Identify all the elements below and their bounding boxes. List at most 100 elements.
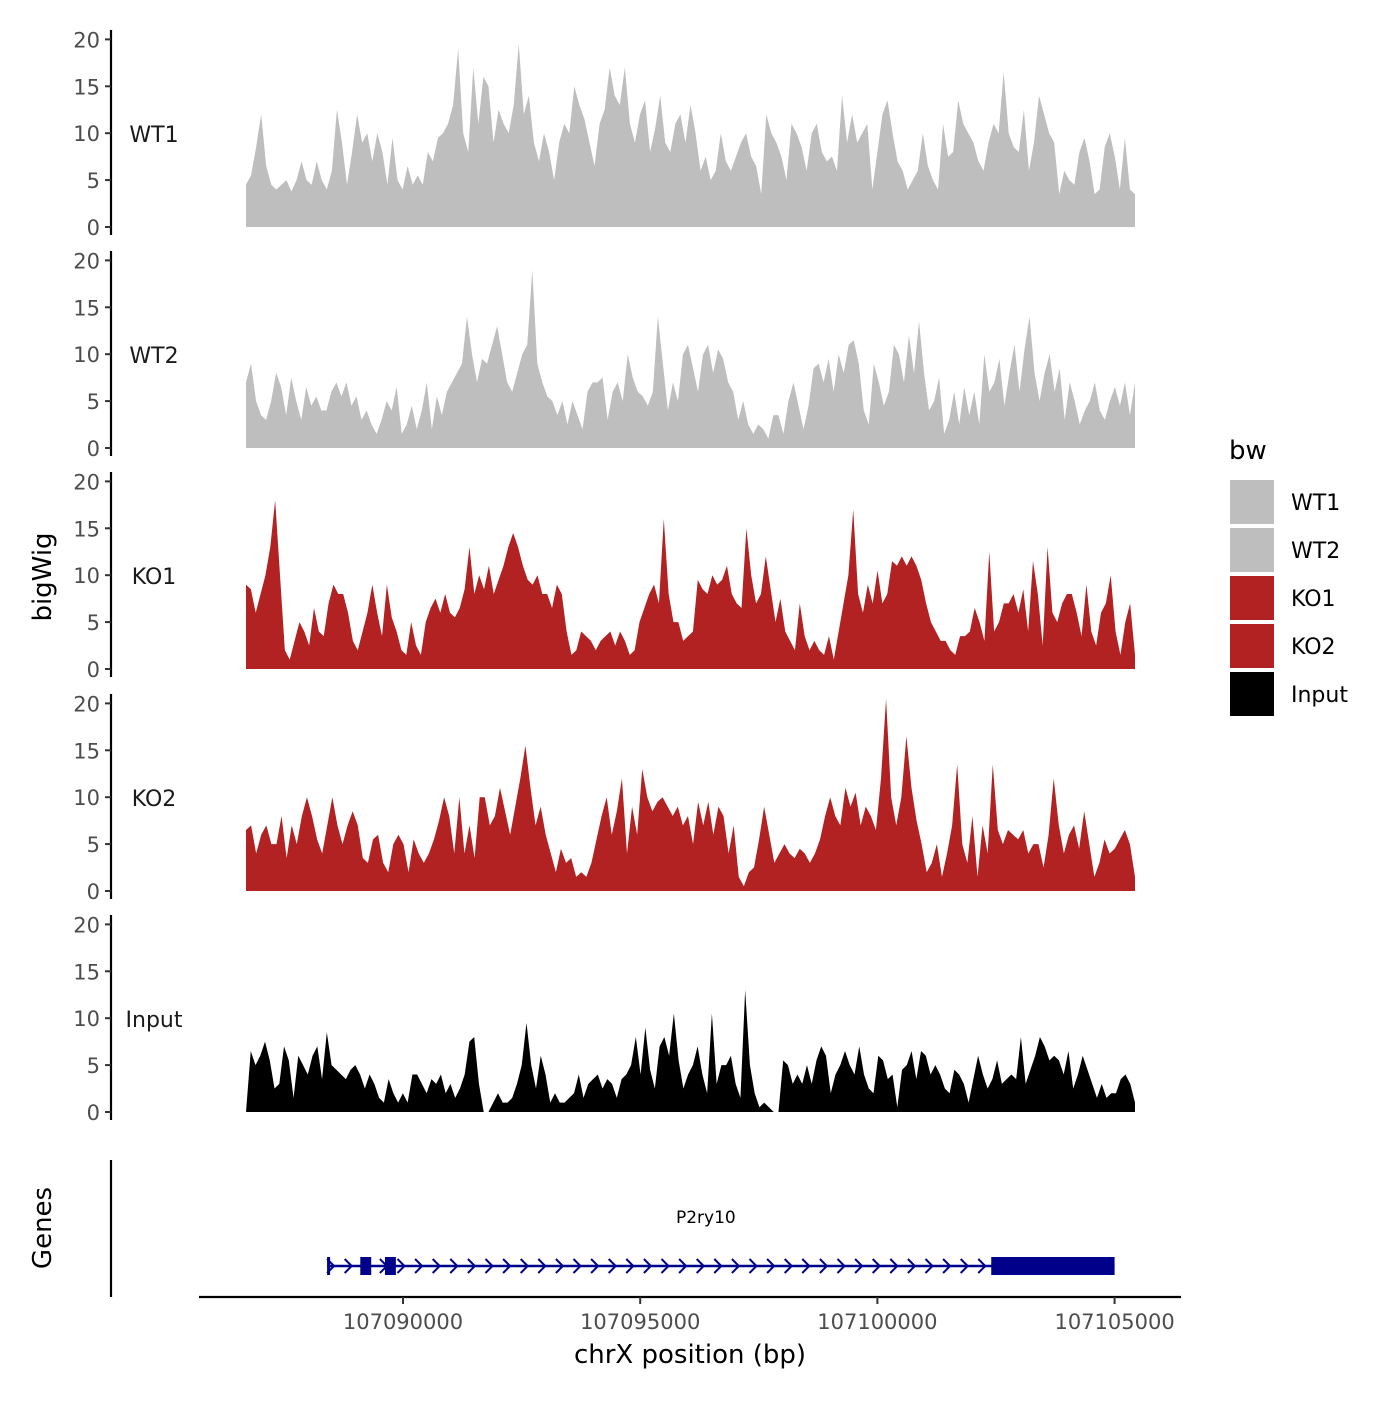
coverage-tracks: 0 5 10 15 20 WT1 0 5 10 15 20 WT2 0 5 10 15 20 KO1 0 5 10 15 2… (73, 28, 1135, 1125)
strand-arrow (942, 1258, 952, 1274)
strand-arrow (977, 1258, 987, 1274)
strand-arrow (660, 1258, 670, 1274)
y-tick-label: 15 (73, 75, 100, 99)
x-tick-label: 107095000 (580, 1310, 700, 1334)
y-tick-label: 5 (87, 390, 100, 414)
legend-swatch-ko2 (1230, 624, 1274, 668)
y-tick-label: 5 (87, 611, 100, 635)
strand-arrow (431, 1258, 442, 1274)
x-axis-title: chrX position (bp) (574, 1340, 806, 1370)
track-panel-wt2: 0 5 10 15 20 WT2 (73, 249, 1135, 461)
strand-arrow (643, 1258, 653, 1274)
strand-arrow (924, 1258, 934, 1274)
strand-arrow (502, 1258, 512, 1274)
track-panel-wt1: 0 5 10 15 20 WT1 (73, 28, 1135, 240)
strand-arrow (590, 1258, 600, 1274)
y-tick-label: 0 (87, 658, 100, 682)
legend-swatch-wt1 (1230, 480, 1274, 524)
legend-swatch-input (1230, 672, 1274, 716)
track-label-ko2: KO2 (132, 787, 177, 812)
x-tick-label: 107100000 (817, 1310, 937, 1334)
strand-arrow (889, 1258, 899, 1274)
y-tick-label: 15 (73, 517, 100, 541)
legend-label-wt2: WT2 (1291, 539, 1340, 564)
exon-block (384, 1257, 396, 1275)
y-tick-label: 15 (73, 739, 100, 763)
track-label-wt1: WT1 (129, 123, 178, 148)
coverage-area-ko2 (246, 698, 1135, 891)
strand-arrow (766, 1258, 776, 1274)
y-tick-label: 10 (73, 1007, 100, 1031)
track-label-ko1: KO1 (132, 565, 177, 590)
strand-arrow (695, 1258, 706, 1274)
y-tick-label: 0 (87, 880, 100, 904)
strand-arrow (467, 1258, 477, 1274)
strand-arrow (678, 1258, 688, 1274)
y-tick-label: 10 (73, 786, 100, 810)
strand-arrow (783, 1258, 794, 1274)
strand-arrow (907, 1258, 917, 1274)
strand-arrow (625, 1258, 635, 1274)
y-tick-label: 0 (87, 437, 100, 461)
y-tick-label: 5 (87, 833, 100, 857)
y-tick-label: 20 (73, 470, 100, 494)
track-panel-ko2: 0 5 10 15 20 KO2 (73, 692, 1135, 904)
y-tick-label: 20 (73, 913, 100, 937)
strand-arrow (731, 1258, 741, 1274)
y-tick-label: 0 (87, 1101, 100, 1125)
y-tick-label: 10 (73, 564, 100, 588)
strand-arrow (607, 1258, 618, 1274)
strand-arrow (836, 1258, 846, 1274)
y-tick-label: 5 (87, 169, 100, 193)
coverage-area-wt1 (246, 44, 1135, 227)
gene-panel: P2ry10 (109, 1160, 1115, 1297)
exon-block (327, 1257, 331, 1275)
legend-swatch-ko1 (1230, 576, 1274, 620)
strand-arrow (343, 1258, 354, 1274)
legend-label-input: Input (1291, 683, 1348, 708)
coverage-area-input (246, 990, 1135, 1112)
y-tick-label: 15 (73, 960, 100, 984)
genes-axis-title: Genes (28, 1187, 58, 1269)
y-axis-title: bigWig (28, 532, 58, 621)
strand-arrow (854, 1258, 864, 1274)
strand-arrow (555, 1258, 565, 1274)
legend-label-ko1: KO1 (1291, 587, 1336, 612)
strand-arrow (801, 1258, 811, 1274)
strand-arrow (871, 1258, 882, 1274)
strand-arrow (572, 1258, 582, 1274)
y-tick-label: 15 (73, 296, 100, 320)
track-label-wt2: WT2 (129, 344, 178, 369)
coverage-area-wt2 (246, 269, 1135, 448)
legend-title: bw (1229, 436, 1267, 466)
y-tick-label: 5 (87, 1054, 100, 1078)
strand-arrow (748, 1258, 758, 1274)
strand-arrow (414, 1258, 424, 1274)
legend: bw WT1 WT2 KO1 KO2 Input (1229, 436, 1348, 716)
strand-arrow (959, 1258, 970, 1274)
strand-arrow (713, 1258, 723, 1274)
legend-label-wt1: WT1 (1291, 491, 1340, 516)
x-tick-label: 107090000 (343, 1310, 463, 1334)
strand-arrow (519, 1258, 530, 1274)
legend-label-ko2: KO2 (1291, 635, 1336, 660)
strand-arrow (819, 1258, 829, 1274)
coverage-area-ko1 (246, 500, 1135, 669)
y-tick-label: 20 (73, 692, 100, 716)
strand-arrow (396, 1258, 406, 1274)
legend-swatch-wt2 (1230, 528, 1274, 572)
y-tick-label: 10 (73, 343, 100, 367)
y-tick-label: 10 (73, 122, 100, 146)
strand-arrow (484, 1258, 494, 1274)
x-tick-label: 107105000 (1054, 1310, 1174, 1334)
gene-label: P2ry10 (676, 1208, 736, 1228)
y-tick-label: 20 (73, 249, 100, 273)
track-label-input: Input (126, 1008, 183, 1033)
x-axis: chrX position (bp) 107090000 107095000 107… (199, 1295, 1181, 1370)
strand-arrow (449, 1258, 459, 1274)
track-panel-ko1: 0 5 10 15 20 KO1 (73, 470, 1135, 682)
y-tick-label: 20 (73, 28, 100, 52)
strand-arrow (537, 1258, 547, 1274)
